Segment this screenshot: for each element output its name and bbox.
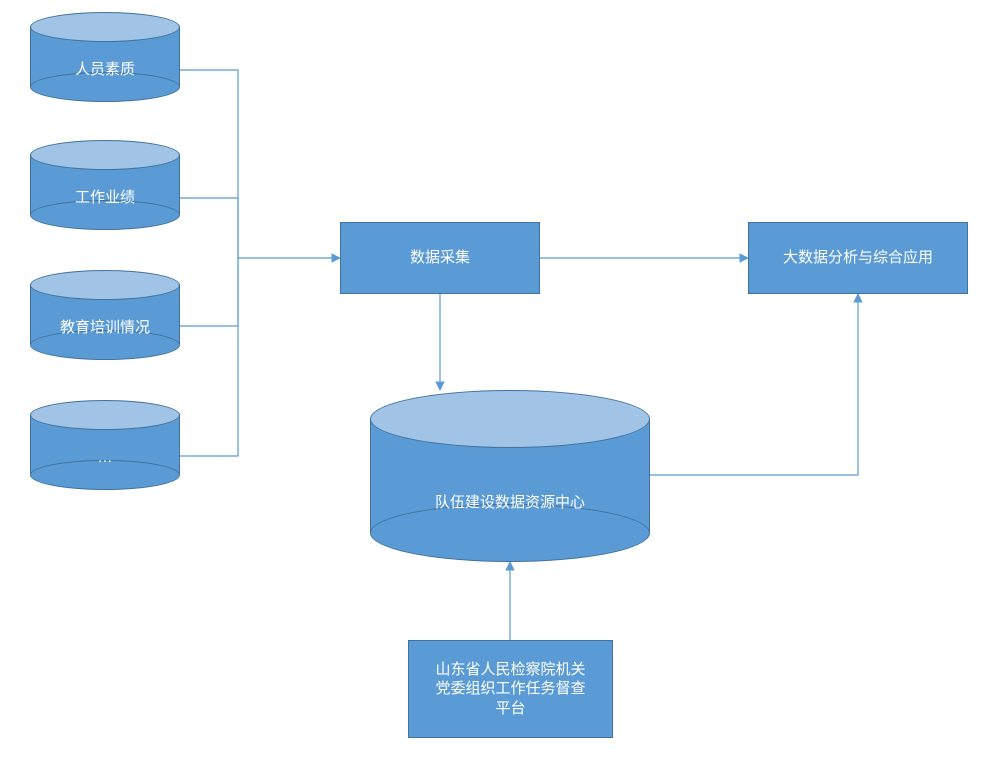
node-app: 大数据分析与综合应用 [748, 222, 968, 294]
node-center: 队伍建设数据资源中心 [370, 390, 650, 560]
node-label-platform: 山东省人民检察院机关 党委组织工作任务督查 平台 [427, 656, 593, 723]
node-label-src3: 教育培训情况 [52, 314, 158, 342]
diagram-canvas: 人员素质工作业绩教育培训情况 … 数据采集 大数据分析与综合应用队伍建设数据资源中心山… [0, 0, 996, 760]
node-src4: … [30, 400, 180, 488]
node-label-app: 大数据分析与综合应用 [775, 244, 941, 272]
node-label-collect: 数据采集 [402, 244, 478, 272]
node-collect: 数据采集 [340, 222, 540, 294]
edge-src4-collect [180, 258, 238, 456]
edge-center-app [650, 294, 858, 475]
node-label-src2: 工作业绩 [67, 184, 143, 212]
edge-src3-collect [180, 258, 238, 326]
node-src2: 工作业绩 [30, 140, 180, 228]
node-platform: 山东省人民检察院机关 党委组织工作任务督查 平台 [408, 640, 613, 738]
node-src1: 人员素质 [30, 12, 180, 100]
node-label-src4: … [90, 444, 121, 472]
edge-src2-collect [180, 198, 238, 258]
node-label-center: 队伍建设数据资源中心 [427, 489, 593, 517]
node-src3: 教育培训情况 [30, 270, 180, 358]
edge-src1-collect [180, 70, 238, 258]
node-label-src1: 人员素质 [67, 56, 143, 84]
